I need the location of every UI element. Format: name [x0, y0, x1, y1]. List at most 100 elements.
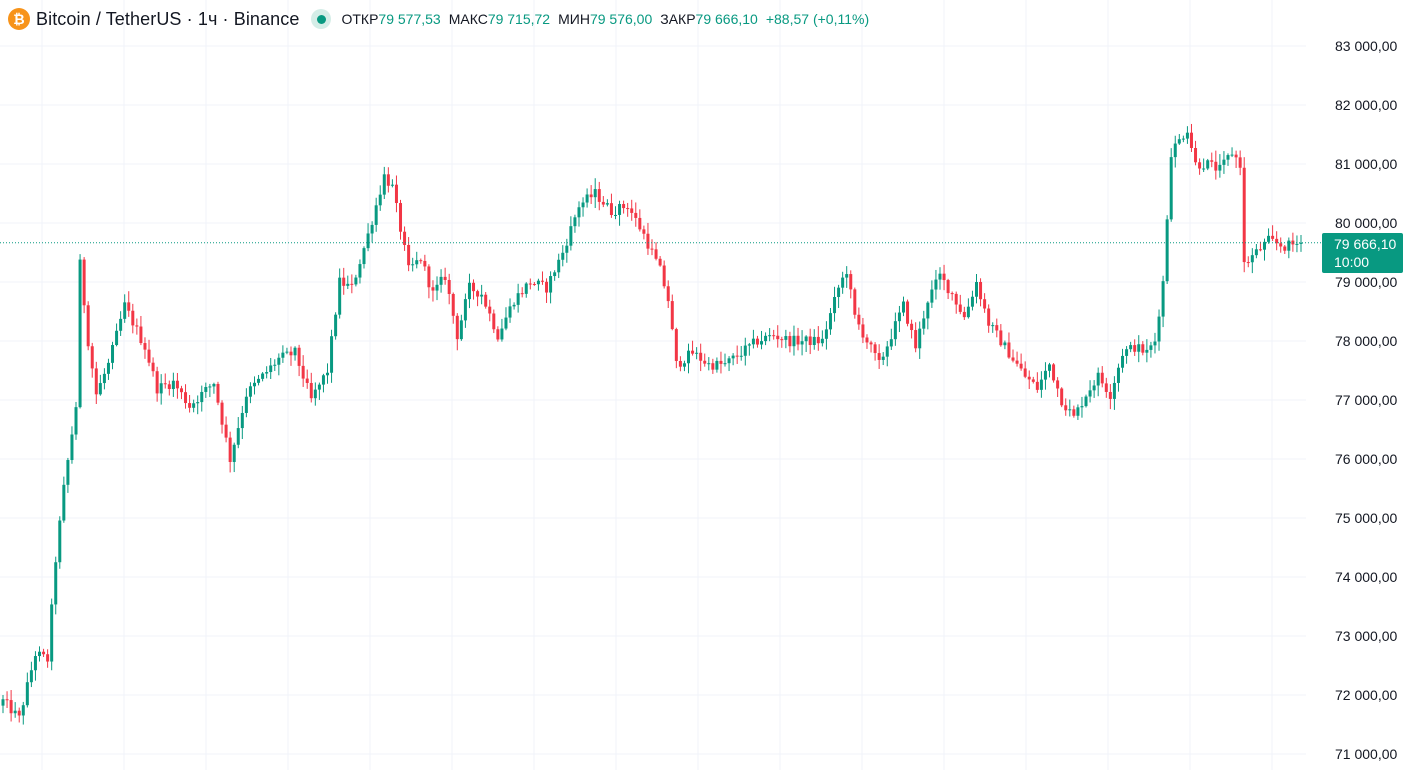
candle — [682, 360, 686, 372]
candle — [1108, 384, 1112, 410]
candle — [394, 175, 398, 213]
candle — [151, 357, 155, 377]
candle — [1279, 237, 1283, 253]
candle — [334, 312, 338, 340]
candle — [143, 337, 147, 359]
low-label: МИН — [558, 11, 590, 27]
candle — [938, 267, 942, 290]
symbol-title[interactable]: Bitcoin / TetherUS · 1ч · Binance — [36, 8, 300, 29]
candle — [561, 245, 565, 267]
candle — [1299, 235, 1303, 252]
candle — [1153, 332, 1157, 354]
candle — [9, 690, 13, 722]
candle — [593, 178, 597, 209]
candle — [297, 344, 301, 377]
candle — [1125, 346, 1129, 364]
candle — [792, 325, 796, 356]
candle — [565, 238, 569, 263]
candle — [573, 214, 577, 233]
candle — [188, 394, 192, 413]
candle — [727, 356, 731, 372]
candle — [1254, 243, 1258, 259]
candle — [739, 345, 743, 361]
candle — [1157, 309, 1161, 351]
candle — [163, 373, 167, 389]
candle — [240, 405, 244, 440]
candle — [102, 368, 106, 390]
candle — [776, 325, 780, 348]
candle — [837, 284, 841, 309]
candle — [816, 326, 820, 351]
candle — [1287, 237, 1291, 259]
candle — [480, 284, 484, 305]
candle — [1092, 380, 1096, 398]
candle — [1202, 158, 1206, 172]
candle — [252, 376, 256, 395]
candle — [540, 271, 544, 285]
candle — [293, 346, 297, 361]
candle — [958, 294, 962, 315]
price-axis[interactable]: 83 000,00 82 000,00 81 000,00 80 000,00 79 0… — [1335, 38, 1397, 762]
candle — [845, 266, 849, 288]
candle — [650, 239, 654, 256]
candle — [1271, 225, 1275, 242]
candle — [1031, 376, 1035, 384]
candle — [1230, 147, 1234, 158]
market-status-icon[interactable] — [311, 9, 332, 29]
candle — [338, 268, 342, 319]
candle — [5, 691, 9, 708]
candle — [901, 296, 905, 317]
candle — [366, 223, 370, 252]
candle — [662, 260, 666, 289]
candle — [358, 259, 362, 284]
candle — [1027, 370, 1031, 390]
candle — [62, 476, 66, 523]
candle — [1137, 335, 1141, 363]
price-tick-label: 81 000,00 — [1335, 156, 1397, 172]
candle — [1039, 371, 1043, 398]
price-tick-label: 75 000,00 — [1335, 510, 1397, 526]
candle — [914, 322, 918, 353]
candle — [111, 341, 115, 370]
candle — [106, 358, 110, 380]
candle — [991, 322, 995, 333]
candle — [691, 340, 695, 356]
candle — [1060, 387, 1064, 408]
candle — [609, 193, 613, 218]
candle — [265, 366, 269, 379]
candle — [66, 457, 70, 493]
candle — [98, 374, 102, 396]
candle — [94, 361, 98, 405]
candle — [966, 298, 970, 319]
candle — [200, 385, 204, 412]
candle — [516, 283, 520, 313]
candle — [139, 315, 143, 346]
candle — [670, 294, 674, 331]
candle — [549, 271, 553, 304]
candle — [723, 353, 727, 367]
candle — [1185, 126, 1189, 144]
candle — [1189, 123, 1193, 152]
candle — [484, 292, 488, 309]
bitcoin-icon[interactable]: ₿ — [8, 8, 30, 30]
candle — [431, 280, 435, 302]
candle — [877, 344, 881, 369]
candle — [889, 328, 893, 350]
candle — [930, 280, 934, 308]
candle — [411, 257, 415, 272]
candle — [159, 374, 163, 405]
candle — [285, 347, 289, 355]
candle — [536, 278, 540, 291]
candle — [764, 332, 768, 346]
candle — [492, 309, 496, 334]
grid — [0, 0, 1306, 770]
candle — [613, 206, 617, 220]
candle — [1121, 348, 1125, 373]
candle — [869, 340, 873, 353]
candle — [772, 329, 776, 340]
candle — [305, 369, 309, 389]
candle — [1023, 361, 1027, 379]
candle — [983, 293, 987, 313]
